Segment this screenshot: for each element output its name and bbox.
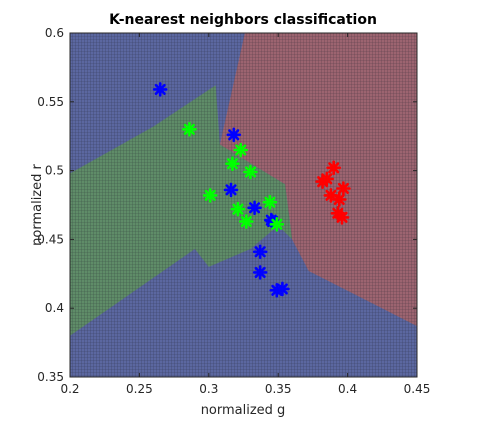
y-tick-label: 0.6 <box>45 26 64 40</box>
data-point <box>334 210 350 225</box>
y-tick-label: 0.4 <box>45 301 64 315</box>
data-point <box>331 192 347 207</box>
data-point <box>326 160 342 176</box>
data-point <box>275 281 290 297</box>
x-tick-label: 0.25 <box>126 382 153 396</box>
plot-frame <box>69 32 418 378</box>
x-tick-label: 0.3 <box>199 382 218 396</box>
y-tick-label: 0.45 <box>37 232 64 246</box>
data-point <box>226 127 242 143</box>
plot-area <box>70 33 417 377</box>
data-point <box>182 122 197 137</box>
data-point <box>269 217 285 232</box>
x-tick-label: 0.35 <box>265 382 292 396</box>
y-axis-label: normalized r <box>30 163 45 245</box>
x-tick-label: 0.45 <box>404 382 431 396</box>
data-point <box>223 182 239 198</box>
x-tick-label: 0.2 <box>60 382 79 396</box>
mesh-grid <box>70 33 417 377</box>
data-point <box>233 142 248 158</box>
data-point <box>336 181 351 196</box>
chart-title: K-nearest neighbors classification <box>109 12 377 28</box>
data-point <box>247 200 262 216</box>
data-point <box>152 82 168 97</box>
y-tick-label: 0.55 <box>37 95 64 109</box>
y-tick-label: 0.5 <box>45 164 64 178</box>
axis-ticks: 0.2 0.25 0.3 0.35 0.4 0.45 0.35 0.4 0.45 0.5 0.55 0… <box>37 26 430 396</box>
data-point <box>243 164 258 180</box>
data-point <box>239 214 254 229</box>
y-tick-label: 0.35 <box>37 370 64 384</box>
data-point <box>202 188 218 203</box>
data-point <box>323 188 339 203</box>
x-axis-label: normalized g <box>201 403 286 418</box>
x-tick-label: 0.4 <box>338 382 357 396</box>
data-point <box>262 194 278 210</box>
data-point <box>252 244 268 260</box>
data-point <box>252 265 268 280</box>
data-point <box>225 156 240 171</box>
data-point <box>315 174 330 189</box>
data-point <box>230 201 246 217</box>
